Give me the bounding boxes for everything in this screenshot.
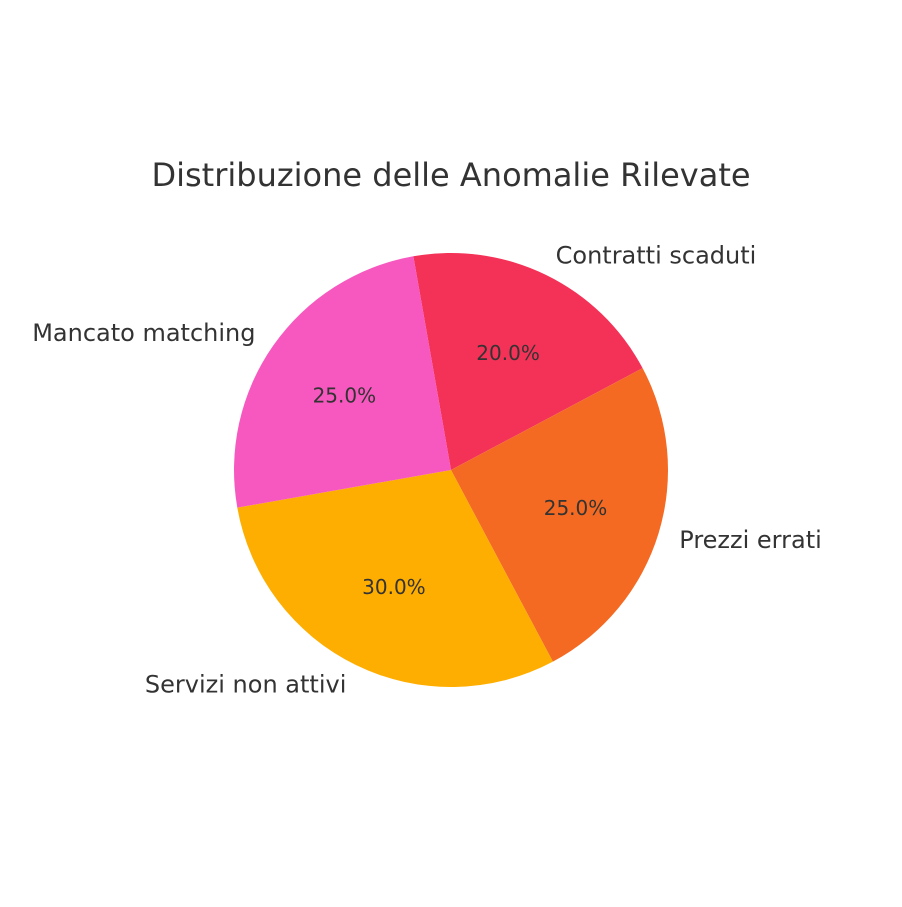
pie-slice-contratti-scaduti <box>413 253 643 470</box>
pie-slice-label-prezzi-errati: Prezzi errati <box>679 526 822 554</box>
pie-labels: 20.0% Contratti scaduti 25.0% Prezzi errati… <box>32 241 822 698</box>
pie-pct-label-prezzi-errati: 25.0% <box>544 496 608 520</box>
pie-slice-mancato-matching <box>234 256 451 508</box>
pie-pct-label-mancato-matching: 25.0% <box>313 383 377 407</box>
pie-slice-label-mancato-matching: Mancato matching <box>32 319 255 347</box>
pie-slices <box>234 253 669 688</box>
pie-pct-label-servizi-non-attivi: 30.0% <box>362 575 426 599</box>
pie-slice-label-contratti-scaduti: Contratti scaduti <box>556 241 757 269</box>
pie-slice-label-servizi-non-attivi: Servizi non attivi <box>145 671 346 699</box>
chart-title: Distribuzione delle Anomalie Rilevate <box>151 156 750 194</box>
pie-slice-servizi-non-attivi <box>237 470 553 688</box>
pie-pct-label-contratti-scaduti: 20.0% <box>476 341 540 365</box>
pie-slice-prezzi-errati <box>451 368 669 662</box>
